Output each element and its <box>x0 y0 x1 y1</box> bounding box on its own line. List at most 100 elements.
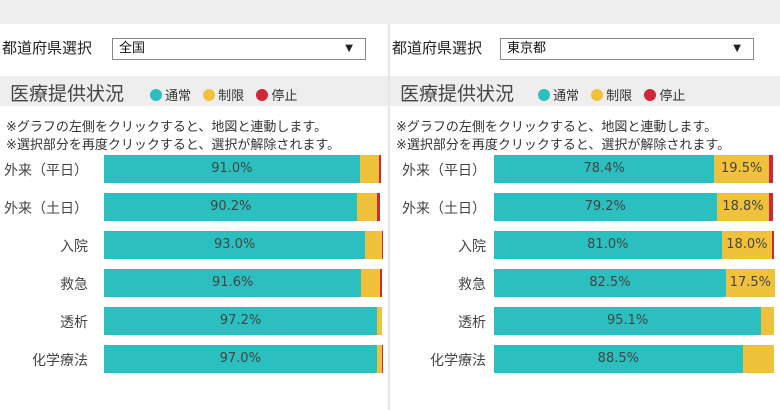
prefecture-dropdown[interactable]: 全国 ▼ <box>112 38 366 60</box>
stacked-bar[interactable]: 81.0% 18.0% <box>494 231 775 259</box>
bar-segment-normal[interactable] <box>104 231 366 259</box>
top-band <box>0 0 780 24</box>
bar-segment-limited[interactable] <box>361 269 380 297</box>
legend-item-normal: 通常 <box>538 85 579 104</box>
bar-segment-normal[interactable] <box>494 155 715 183</box>
bar-segment-limited[interactable] <box>721 231 773 259</box>
row-label[interactable]: 入院 <box>458 239 486 255</box>
stacked-bar[interactable]: 88.5% <box>494 345 775 373</box>
bar-segment-normal[interactable] <box>494 307 762 335</box>
legend-item-stopped: 停止 <box>644 85 685 104</box>
stacked-bar[interactable]: 95.1% <box>494 307 775 335</box>
value-label-normal: 88.5% <box>597 351 639 366</box>
stacked-bar[interactable]: 79.2% 18.8% <box>494 193 775 221</box>
stacked-bar[interactable]: 90.2% <box>104 193 385 221</box>
bar-segment-normal[interactable] <box>104 193 358 221</box>
bar-segment-stopped[interactable] <box>377 193 380 221</box>
row-label[interactable]: 救急 <box>60 277 88 293</box>
value-label-limited: 18.0% <box>726 237 768 252</box>
row-label[interactable]: 化学療法 <box>32 353 88 369</box>
bar-segment-normal[interactable] <box>494 231 722 259</box>
prefecture-dropdown[interactable]: 東京都 ▼ <box>500 38 754 60</box>
stopped-dot-icon <box>256 89 269 101</box>
bar-segment-limited[interactable] <box>377 307 382 335</box>
value-label-normal: 78.4% <box>583 161 625 176</box>
chevron-down-icon[interactable]: ▼ <box>733 43 741 54</box>
bar-segment-stopped[interactable] <box>381 345 384 373</box>
row-label[interactable]: 入院 <box>60 239 88 255</box>
bar-segment-limited[interactable] <box>359 155 379 183</box>
prefecture-select-row: 都道府県選択 全国 ▼ <box>0 34 388 62</box>
stacked-bar[interactable]: 82.5% 17.5% <box>494 269 775 297</box>
bar-segment-stopped[interactable] <box>378 155 382 183</box>
bar-segment-stopped[interactable] <box>769 193 774 221</box>
bar-segment-normal[interactable] <box>104 155 360 183</box>
bar-segment-stopped[interactable] <box>379 269 382 297</box>
row-label[interactable]: 透析 <box>60 315 88 331</box>
row-label[interactable]: 外来（土日） <box>402 201 486 217</box>
legend-item-normal: 通常 <box>150 85 191 104</box>
value-label-normal: 97.2% <box>219 313 262 328</box>
bar-segment-limited[interactable] <box>714 155 770 183</box>
bar-segment-limited[interactable] <box>357 193 378 221</box>
bar-segment-normal[interactable] <box>494 269 726 297</box>
row-label[interactable]: 透析 <box>458 315 486 331</box>
prefecture-select-row: 都道府県選択 東京都 ▼ <box>390 34 780 62</box>
stopped-dot-icon <box>644 89 657 101</box>
bar-segment-stopped[interactable] <box>769 155 774 183</box>
value-label-normal: 81.0% <box>587 237 629 252</box>
legend-item-stopped: 停止 <box>256 85 297 104</box>
stacked-bar[interactable]: 93.0% <box>104 231 385 259</box>
stacked-bar[interactable]: 97.2% <box>104 307 385 335</box>
bar-segment-limited[interactable] <box>725 269 775 297</box>
panel-tokyo: 都道府県選択 東京都 ▼ 医療提供状況 通常 制限 停止 ※グラフの左側をクリッ… <box>390 24 780 410</box>
note-click-deselect: ※選択部分を再度クリックすると、選択が解除されます。 <box>6 138 341 153</box>
value-label-normal: 93.0% <box>214 237 256 252</box>
legend: 通常 制限 停止 <box>538 85 693 104</box>
normal-dot-icon <box>538 89 550 101</box>
limited-dot-icon <box>203 89 216 101</box>
legend: 通常 制限 停止 <box>150 85 305 104</box>
note-click-map: ※グラフの左側をクリックすると、地図と連動します。 <box>6 120 328 135</box>
panel-national: 都道府県選択 全国 ▼ 医療提供状況 通常 制限 停止 ※グラフの左側をクリック… <box>0 24 388 410</box>
stacked-bar[interactable]: 97.0% <box>104 345 385 373</box>
value-label-limited: 18.8% <box>722 199 764 214</box>
stacked-bar[interactable]: 91.0% <box>104 155 385 183</box>
row-label[interactable]: 化学療法 <box>430 353 486 369</box>
section-title-bar: 医療提供状況 通常 制限 停止 <box>390 76 780 106</box>
section-title: 医療提供状況 <box>400 83 515 105</box>
bar-segment-normal[interactable] <box>104 307 378 335</box>
chart-tokyo: 外来（平日） 78.4% 19.5% 外来（土日） 79.2% 18.8% 入院 81.0% 1… <box>390 155 780 405</box>
prefecture-select-label: 都道府県選択 <box>2 39 93 57</box>
prefecture-dropdown-value: 東京都 <box>507 41 547 56</box>
bar-segment-limited[interactable] <box>376 345 382 373</box>
bar-segment-limited[interactable] <box>761 307 774 335</box>
bar-segment-normal[interactable] <box>494 345 743 373</box>
bar-segment-stopped[interactable] <box>772 231 775 259</box>
bar-segment-limited[interactable] <box>742 345 774 373</box>
bar-segment-limited[interactable] <box>365 231 382 259</box>
bar-segment-stopped[interactable] <box>381 231 384 259</box>
stacked-bar[interactable]: 91.6% <box>104 269 385 297</box>
value-label-normal: 91.0% <box>211 161 253 176</box>
panel-divider <box>388 24 390 410</box>
bar-segment-normal[interactable] <box>494 193 717 221</box>
row-label[interactable]: 外来（土日） <box>4 201 88 217</box>
row-label[interactable]: 救急 <box>458 277 486 293</box>
chart-national: 外来（平日） 91.0% 外来（土日） 90.2% 入院 93.0% 救急 91.6% 透析 97… <box>0 155 388 405</box>
stacked-bar[interactable]: 78.4% 19.5% <box>494 155 775 183</box>
bar-segment-limited[interactable] <box>716 193 770 221</box>
value-label-normal: 82.5% <box>589 275 631 290</box>
bar-segment-normal[interactable] <box>104 345 377 373</box>
prefecture-select-label: 都道府県選択 <box>392 39 483 57</box>
row-label[interactable]: 外来（平日） <box>4 163 88 179</box>
chevron-down-icon[interactable]: ▼ <box>345 43 353 54</box>
section-title: 医療提供状況 <box>10 83 125 105</box>
value-label-normal: 91.6% <box>212 275 254 290</box>
row-label[interactable]: 外来（平日） <box>402 163 486 179</box>
bar-segment-normal[interactable] <box>104 269 362 297</box>
prefecture-dropdown-value: 全国 <box>119 41 146 56</box>
value-label-normal: 95.1% <box>606 313 649 328</box>
legend-item-limited: 制限 <box>203 85 244 104</box>
normal-dot-icon <box>150 89 162 101</box>
